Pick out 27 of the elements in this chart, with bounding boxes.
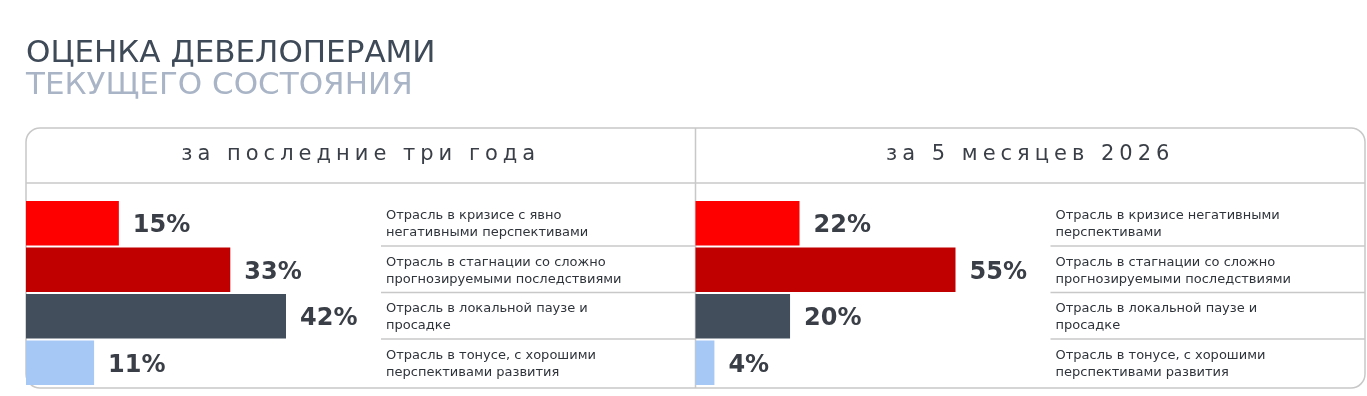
y-tick-label: Отрасль в тонусе, с хорошими перспективами развития (1055, 346, 1266, 379)
data-label: 55% (969, 256, 1027, 285)
text: ОЦЕНКА ДЕВЕЛОПЕРАМИ (26, 33, 436, 69)
bar (26, 247, 231, 292)
text: за 5 месяцев 2026 (886, 141, 1175, 165)
y-tick-label: Отрасль в стагнации со сложно прогнозируемыми последствиями (386, 253, 622, 286)
y-tick-label: Отрасль в кризисе негативными перспективами (1055, 207, 1280, 239)
bar (695, 201, 800, 246)
y-tick-label: Отрасль в кризисе с явно негативными перспективами (386, 207, 589, 239)
data-label: 4% (728, 349, 770, 378)
bar (695, 340, 715, 385)
y-tick-label: Отрасль в локальной паузе и просадке (1055, 300, 1258, 332)
y-tick-label: Отрасль в тонусе, с хорошими перспективами развития (386, 346, 596, 379)
data-label: 42% (300, 303, 358, 332)
y-tick-label: Отрасль в стагнации со сложно прогнозируемыми последствиями (1055, 253, 1292, 286)
bar (26, 340, 95, 385)
data-label: 15% (132, 210, 191, 239)
bar (695, 294, 791, 339)
y-tick-label: Отрасль в локальной паузе и просадке (386, 300, 588, 332)
data-label: 33% (244, 256, 302, 285)
bar (695, 247, 956, 292)
data-label: 20% (804, 303, 862, 332)
data-label: 22% (813, 210, 871, 239)
bar (26, 294, 286, 339)
bar (26, 201, 119, 246)
data-label: 11% (108, 349, 166, 378)
text: за последние три года (181, 141, 541, 165)
